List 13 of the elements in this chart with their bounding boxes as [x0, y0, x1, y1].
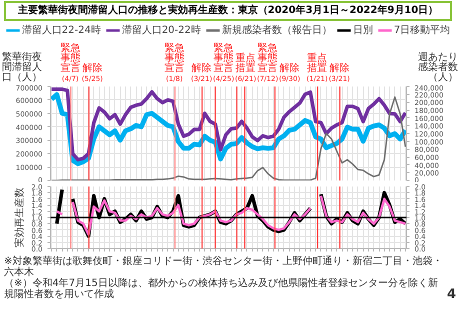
- text: ※対象繁華街は歌舞伎町・銀座コリドー街・渋谷センター街・上野仲町通り・新宿二丁目・池袋・六本木: [4, 256, 444, 278]
- legend-label: 新規感染者数（報告日）: [222, 24, 332, 37]
- legend-label: 滞留人口22-24時: [22, 24, 101, 37]
- chart-title: 主要繁華街夜間滞留人口の推移と実効再生産数：東京（2020年3月1日～2022年9月10日）: [18, 4, 438, 18]
- text: 4: [446, 287, 456, 302]
- y2-axis-title: 週あたり感染者数（人）: [418, 52, 458, 84]
- y-axis-title: 繁華街夜間滞留人口（人）: [2, 52, 42, 84]
- y-axis-title: 実効再生産数: [13, 188, 26, 248]
- legend-label: 7日移動平均: [394, 24, 450, 37]
- legend-label: 日別: [352, 24, 373, 37]
- line-series: [50, 96, 406, 181]
- text: （※）令和4年7月15日以降は、都外からの検体持ち込み及び他県陽性者登録センター分を除く新規陽性者数を用いて作成: [4, 278, 439, 300]
- legend-label: 滞留人口20-22時: [122, 24, 201, 37]
